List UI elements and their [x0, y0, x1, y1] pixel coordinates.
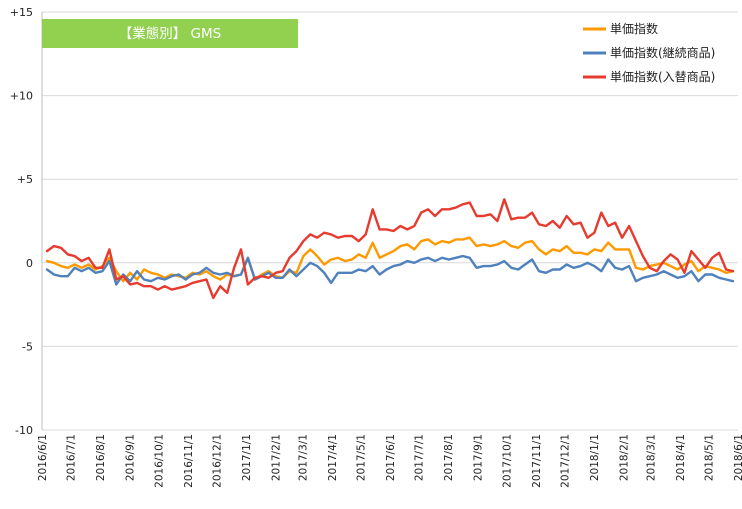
x-tick-label: 2018/3/1: [645, 434, 657, 481]
x-tick-label: 2017/11/1: [531, 434, 543, 488]
x-tick-label: 2017/2/1: [271, 434, 283, 481]
x-tick-label: 2016/11/1: [183, 434, 195, 488]
x-tick-label: 2018/4/1: [675, 434, 687, 481]
series-line-3: [45, 198, 735, 300]
x-tick-label: 2017/6/1: [385, 434, 397, 481]
series-lines: [45, 198, 735, 300]
x-tick-label: 2018/6/1: [733, 434, 742, 481]
chart-title-box: 【業態別】 GMS: [42, 19, 298, 48]
series-line-2: [45, 254, 735, 286]
x-tick-label: 2017/12/1: [559, 434, 571, 488]
x-tick-label: 2017/8/1: [443, 434, 455, 481]
x-tick-label: 2017/9/1: [473, 434, 485, 481]
y-tick-label: -5: [22, 340, 33, 353]
x-tick-label: 2016/10/1: [153, 434, 165, 488]
x-tick-label: 2016/7/1: [66, 434, 78, 481]
legend-label: 単価指数(入替商品): [610, 69, 715, 84]
x-tick-label: 2018/5/1: [703, 434, 715, 481]
chart-title: 【業態別】 GMS: [119, 26, 221, 42]
y-tick-label: +10: [10, 90, 33, 103]
y-axis-ticks: +15 +10 +5 0 -5 -10: [10, 6, 33, 437]
x-tick-label: 2016/8/1: [95, 434, 107, 481]
legend-label: 単価指数: [610, 21, 658, 36]
x-tick-label: 2017/1/1: [241, 434, 253, 481]
x-tick-label: 2017/5/1: [355, 434, 367, 481]
y-tick-label: +5: [17, 173, 33, 186]
x-axis-ticks: 2016/6/1 2016/7/1 2016/8/1 2016/9/1 2016/10/…: [37, 434, 742, 488]
x-tick-label: 2016/6/1: [37, 434, 49, 481]
x-tick-label: 2016/9/1: [125, 434, 137, 481]
y-tick-label: +15: [10, 6, 33, 19]
x-tick-label: 2017/4/1: [327, 434, 339, 481]
gridlines: [41, 11, 738, 431]
y-tick-label: 0: [26, 257, 33, 270]
x-tick-label: 2017/10/1: [501, 434, 513, 488]
x-tick-label: 2017/3/1: [297, 434, 309, 481]
legend-label: 単価指数(継続商品): [610, 45, 715, 60]
y-tick-label: -10: [15, 424, 33, 437]
title-background: [42, 19, 298, 48]
series-line-1: [45, 236, 735, 283]
x-tick-label: 2018/2/1: [619, 434, 631, 481]
x-tick-label: 2016/12/1: [211, 434, 223, 488]
x-tick-label: 2017/7/1: [414, 434, 426, 481]
x-tick-label: 2018/1/1: [589, 434, 601, 481]
